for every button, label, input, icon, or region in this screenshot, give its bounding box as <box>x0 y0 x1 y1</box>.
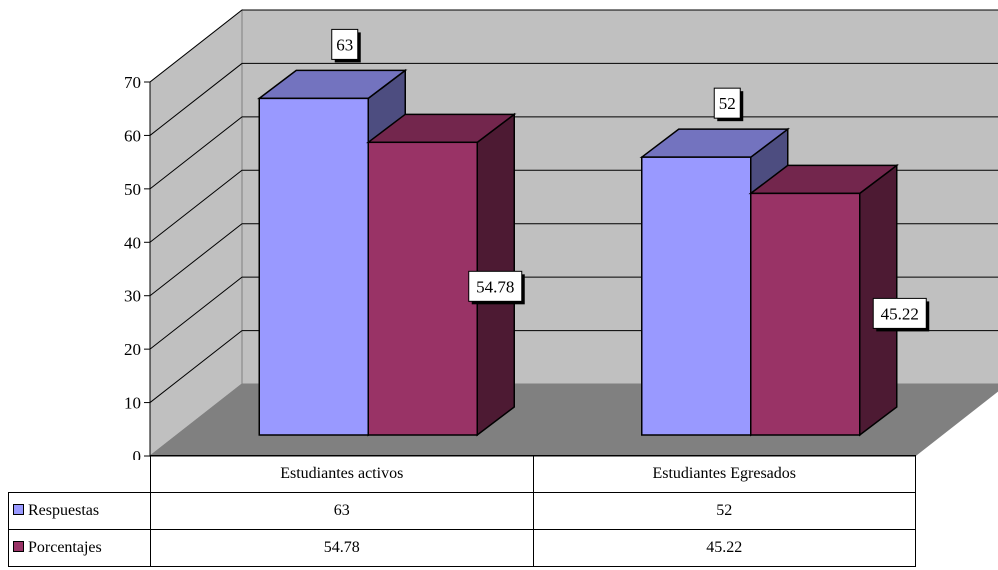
bar-respuestas <box>258 97 369 436</box>
y-tick-label: 70 <box>124 73 141 92</box>
table-corner <box>8 455 151 493</box>
data-label-box <box>468 270 523 302</box>
chart-3d-columns: 0 10 20 30 40 50 60 70 63 54.78 52 45.22 <box>124 8 998 460</box>
data-label-box <box>713 87 741 119</box>
bar-porcentajes <box>750 192 861 436</box>
legend-swatch <box>13 504 24 515</box>
chart-data-table: Estudiantes activos Estudiantes Egresados… <box>8 455 916 567</box>
legend-entry: Respuestas <box>8 492 151 530</box>
legend-swatch <box>13 541 24 552</box>
gridline <box>149 62 998 136</box>
bar-respuestas <box>641 156 752 436</box>
legend-label: Porcentajes <box>28 539 102 556</box>
y-tick-label: 60 <box>124 126 141 145</box>
y-tick-label: 20 <box>124 340 141 359</box>
data-label: 54.78 <box>476 277 514 296</box>
data-label: 52 <box>719 94 736 113</box>
category-label: Estudiantes Egresados <box>532 455 916 493</box>
table-cell: 52 <box>532 492 916 530</box>
data-label: 63 <box>336 35 353 54</box>
y-tick-label: 10 <box>124 394 141 413</box>
table-cell: 54.78 <box>150 529 534 567</box>
data-label-box <box>331 28 359 60</box>
legend-label: Respuestas <box>28 502 100 519</box>
bar-porcentajes <box>367 141 478 436</box>
y-tick-label: 30 <box>124 287 141 306</box>
gridline <box>149 116 998 190</box>
table-header-row: Estudiantes activos Estudiantes Egresados <box>8 455 916 493</box>
gridline <box>149 9 998 83</box>
data-label-box <box>872 297 927 329</box>
y-tick-label: 40 <box>124 233 141 252</box>
y-tick-label: 50 <box>124 180 141 199</box>
category-label: Estudiantes activos <box>150 455 534 493</box>
legend-entry: Porcentajes <box>8 529 151 567</box>
y-tick-label: 0 <box>133 447 142 460</box>
table-cell: 45.22 <box>532 529 916 567</box>
data-label: 45.22 <box>881 304 919 323</box>
table-cell: 63 <box>150 492 534 530</box>
table-row: Respuestas 63 52 <box>8 492 916 530</box>
side-wall <box>149 8 243 458</box>
table-row: Porcentajes 54.78 45.22 <box>8 529 916 567</box>
